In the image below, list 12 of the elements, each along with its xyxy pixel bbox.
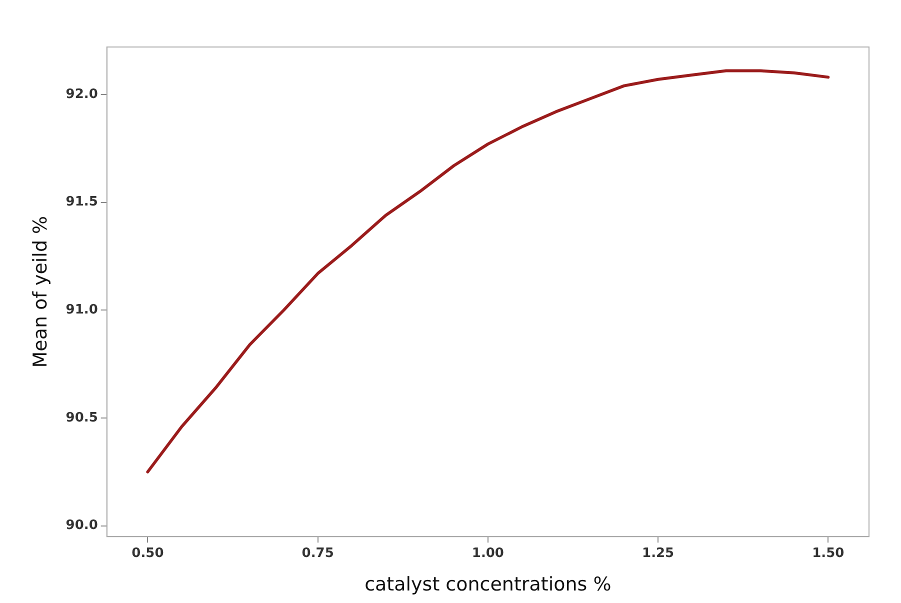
y-tick-label: 92.0 — [66, 86, 98, 102]
y-axis-title: Mean of yeild % — [29, 216, 52, 368]
y-tick-label: 90.5 — [66, 410, 98, 426]
x-tick-label: 1.50 — [812, 546, 844, 561]
x-tick-label: 1.00 — [472, 546, 504, 561]
x-tick-label: 1.25 — [642, 546, 674, 561]
y-tick-label: 91.0 — [66, 302, 98, 318]
x-axis-title: catalyst concentrations % — [364, 574, 612, 596]
y-tick-label: 91.5 — [66, 194, 98, 210]
x-tick-label: 0.50 — [132, 546, 164, 561]
y-tick-label: 90.0 — [66, 518, 98, 534]
x-tick-label: 0.75 — [302, 546, 334, 561]
